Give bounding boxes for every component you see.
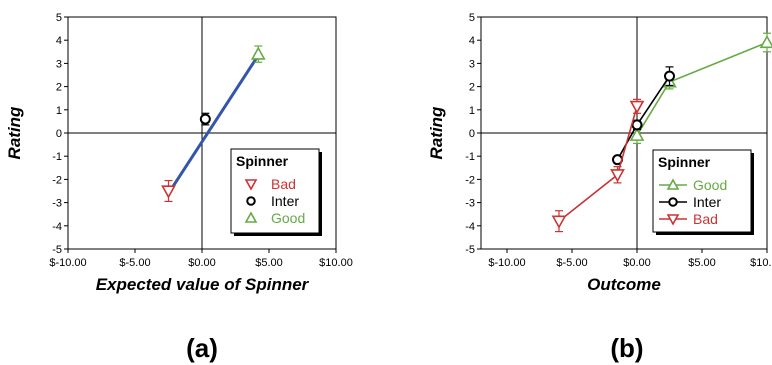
legend-label-bad: Bad <box>693 211 718 227</box>
x-tick-label: $0.00 <box>188 257 216 269</box>
y-tick-label: 3 <box>56 58 62 70</box>
y-axis-label: Rating <box>5 106 24 160</box>
y-tick-label: -3 <box>465 198 475 210</box>
x-tick-label: $-10.00 <box>488 257 525 269</box>
series-inter <box>199 112 211 126</box>
series-bad <box>161 179 176 203</box>
x-tick-label: $-10.00 <box>49 257 86 269</box>
data-point-bad <box>551 215 567 229</box>
data-point-good <box>759 34 772 49</box>
y-tick-label: -4 <box>52 221 62 233</box>
y-tick-label: -3 <box>52 198 62 210</box>
y-tick-label: -4 <box>465 221 475 233</box>
x-tick-label: $0.00 <box>623 257 651 269</box>
legend-title: Spinner <box>236 153 289 169</box>
data-point-bad <box>629 100 645 114</box>
panel-label: (a) <box>186 333 218 363</box>
legend-marker-inter <box>668 197 678 207</box>
series-inter <box>612 66 675 166</box>
series-line <box>558 106 638 222</box>
data-point-inter <box>199 113 211 125</box>
legend-title: Spinner <box>658 154 711 170</box>
panel-label: (b) <box>610 333 643 363</box>
y-axis-label: Rating <box>427 106 446 160</box>
y-tick-label: 5 <box>469 12 475 24</box>
legend-marker-good <box>244 211 258 223</box>
x-tick-label: $5.00 <box>255 257 283 269</box>
legend-label-bad: Bad <box>271 176 296 192</box>
y-tick-label: 2 <box>56 82 62 94</box>
legend-label-inter: Inter <box>693 194 721 210</box>
x-tick-label: $10.00 <box>750 257 772 269</box>
y-tick-label: -1 <box>52 151 62 163</box>
x-tick-label: $-5.00 <box>556 257 587 269</box>
series-bad <box>551 98 645 233</box>
chart-panel-a: -5 -4 -3 -2 -1 0 1 2 3 4 5 $-10.00 $-5.00 $0.00 $5.00 $… <box>5 12 353 363</box>
series-line <box>636 41 768 136</box>
series-good <box>250 45 266 63</box>
legend-marker-good <box>666 178 680 190</box>
data-point-good <box>629 127 645 141</box>
data-point-bad <box>610 169 625 183</box>
y-tick-label: -5 <box>465 244 475 256</box>
y-tick-label: 2 <box>469 82 475 94</box>
chart-panel-b: -5 -4 -3 -2 -1 0 1 2 3 4 5 $-10.00 $-5.00 $0.00 $5.00 $… <box>427 12 772 363</box>
x-axis-label: Outcome <box>587 275 661 294</box>
legend-label-inter: Inter <box>271 193 299 209</box>
y-tick-label: 1 <box>469 105 475 117</box>
y-tick-label: 1 <box>56 105 62 117</box>
x-tick-label: $-5.00 <box>119 257 150 269</box>
x-tick-label: $10.00 <box>319 257 353 269</box>
legend-marker-inter <box>246 196 256 206</box>
y-tick-label: 4 <box>56 35 62 47</box>
legend-label-good: Good <box>271 210 305 226</box>
x-axis-label: Expected value of Spinner <box>96 275 310 294</box>
x-tick-label: $5.00 <box>688 257 716 269</box>
legend-box <box>230 148 320 234</box>
fit-line <box>167 54 260 195</box>
series-good <box>629 32 772 145</box>
y-tick-label: -2 <box>52 174 62 186</box>
legend-label-good: Good <box>693 177 727 193</box>
y-tick-label: -2 <box>465 174 475 186</box>
data-point-inter <box>631 119 643 131</box>
legend-marker-bad <box>666 214 680 226</box>
y-tick-label: 3 <box>469 58 475 70</box>
data-point-bad <box>161 185 176 199</box>
data-point-inter <box>664 70 675 82</box>
legend-marker-bad <box>244 179 258 191</box>
y-tick-label: 4 <box>469 35 475 47</box>
data-point-good <box>250 46 266 60</box>
y-tick-label: 5 <box>56 12 62 24</box>
y-tick-label: 0 <box>469 128 475 140</box>
y-tick-label: -1 <box>465 151 475 163</box>
y-tick-label: 0 <box>56 128 62 140</box>
y-tick-label: -5 <box>52 244 62 256</box>
